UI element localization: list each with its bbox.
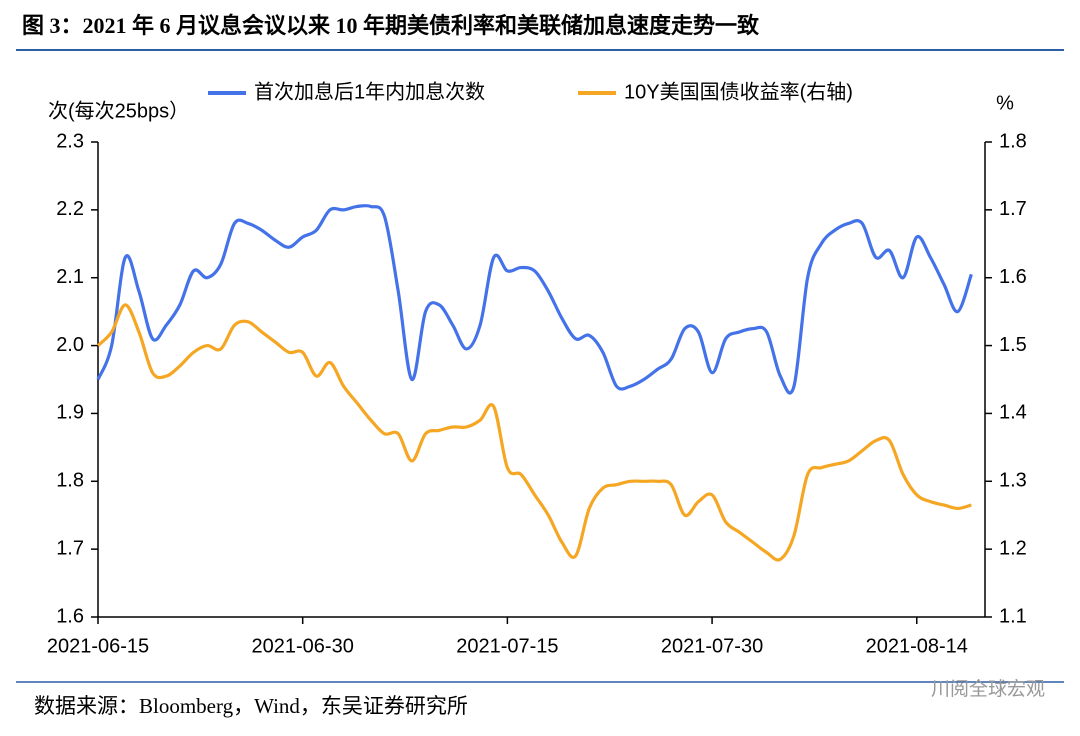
series-line: [96, 303, 972, 562]
x-tick-label: 2021-08-14: [866, 635, 968, 657]
y-tick-label: 1.9: [56, 402, 84, 424]
y-tick-label: 2.0: [56, 334, 84, 356]
y-tick-label: 1.8: [56, 470, 84, 492]
legend-label: 首次加息后1年内加息次数: [254, 80, 485, 103]
y-tick-label: 1.7: [56, 537, 84, 559]
y-tick-label: 2.3: [56, 130, 84, 152]
chart-title: 图 3：2021 年 6 月议息会议以来 10 年期美债利率和美联储加息速度走势…: [22, 13, 760, 38]
y-tick-label: 2.2: [56, 198, 84, 220]
x-tick-label: 2021-06-30: [252, 635, 354, 657]
y2-tick-label: 1.7: [999, 198, 1027, 220]
y2-tick-label: 1.2: [999, 537, 1027, 559]
y2-tick-label: 1.1: [999, 605, 1027, 627]
y-axis-label: 次(每次25bps）: [48, 99, 189, 122]
x-tick-label: 2021-07-30: [661, 635, 763, 657]
series-line: [96, 203, 973, 395]
y2-tick-label: 1.3: [999, 470, 1027, 492]
y2-axis-label: %: [996, 92, 1014, 114]
y2-tick-label: 1.5: [999, 334, 1027, 356]
legend-label: 10Y美国国债收益率(右轴): [624, 80, 853, 103]
y2-tick-label: 1.4: [999, 402, 1027, 424]
source: 数据来源：Bloomberg，Wind，东吴证券研究所: [34, 694, 468, 718]
y2-tick-label: 1.8: [999, 130, 1027, 152]
x-tick-label: 2021-07-15: [456, 635, 558, 657]
y2-tick-label: 1.6: [999, 266, 1027, 288]
y-tick-label: 1.6: [56, 605, 84, 627]
watermark: 川阅全球宏观: [931, 678, 1045, 700]
y-tick-label: 2.1: [56, 266, 84, 288]
x-tick-label: 2021-06-15: [47, 635, 149, 657]
